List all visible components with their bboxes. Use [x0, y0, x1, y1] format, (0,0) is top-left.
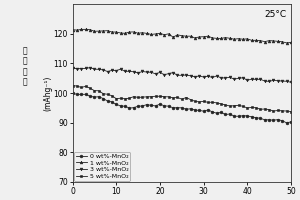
5 wt%-MnO₂ [141, 96, 144, 98]
Line: 5 wt%-MnO₂: 5 wt%-MnO₂ [71, 84, 292, 113]
1 wt%-MnO₂ [219, 37, 223, 40]
1 wt%-MnO₂ [285, 42, 288, 44]
5 wt%-MnO₂ [285, 110, 288, 112]
0 wt%-MnO₂ [280, 120, 284, 122]
Line: 1 wt%-MnO₂: 1 wt%-MnO₂ [71, 28, 292, 44]
3 wt%-MnO₂ [219, 77, 223, 79]
3 wt%-MnO₂ [123, 70, 127, 73]
3 wt%-MnO₂ [289, 81, 293, 84]
1 wt%-MnO₂ [280, 41, 284, 43]
0 wt%-MnO₂ [289, 121, 293, 123]
1 wt%-MnO₂ [71, 28, 74, 31]
Line: 0 wt%-MnO₂: 0 wt%-MnO₂ [71, 92, 292, 124]
5 wt%-MnO₂ [136, 96, 140, 99]
Text: 复
层
容
量: 复 层 容 量 [22, 46, 27, 86]
1 wt%-MnO₂ [232, 38, 236, 40]
Line: 3 wt%-MnO₂: 3 wt%-MnO₂ [71, 66, 292, 84]
Text: 25°C: 25°C [265, 10, 286, 19]
1 wt%-MnO₂ [289, 41, 293, 44]
3 wt%-MnO₂ [285, 80, 288, 82]
Y-axis label: (mAhg⁻¹): (mAhg⁻¹) [43, 75, 52, 111]
5 wt%-MnO₂ [215, 102, 218, 104]
5 wt%-MnO₂ [289, 110, 293, 113]
0 wt%-MnO₂ [136, 105, 140, 107]
5 wt%-MnO₂ [228, 105, 232, 107]
0 wt%-MnO₂ [71, 92, 74, 94]
0 wt%-MnO₂ [285, 122, 288, 124]
0 wt%-MnO₂ [141, 105, 144, 107]
5 wt%-MnO₂ [71, 84, 74, 87]
1 wt%-MnO₂ [141, 31, 144, 34]
1 wt%-MnO₂ [145, 32, 149, 35]
1 wt%-MnO₂ [123, 32, 127, 35]
1 wt%-MnO₂ [84, 28, 88, 31]
Legend: 0 wt%-MnO₂, 1 wt%-MnO₂, 3 wt%-MnO₂, 5 wt%-MnO₂: 0 wt%-MnO₂, 1 wt%-MnO₂, 3 wt%-MnO₂, 5 wt… [74, 152, 130, 181]
5 wt%-MnO₂ [119, 97, 122, 99]
3 wt%-MnO₂ [232, 78, 236, 80]
0 wt%-MnO₂ [119, 105, 122, 107]
3 wt%-MnO₂ [71, 67, 74, 69]
3 wt%-MnO₂ [145, 71, 149, 73]
0 wt%-MnO₂ [215, 112, 218, 114]
3 wt%-MnO₂ [141, 70, 144, 73]
3 wt%-MnO₂ [88, 66, 92, 69]
0 wt%-MnO₂ [228, 113, 232, 115]
